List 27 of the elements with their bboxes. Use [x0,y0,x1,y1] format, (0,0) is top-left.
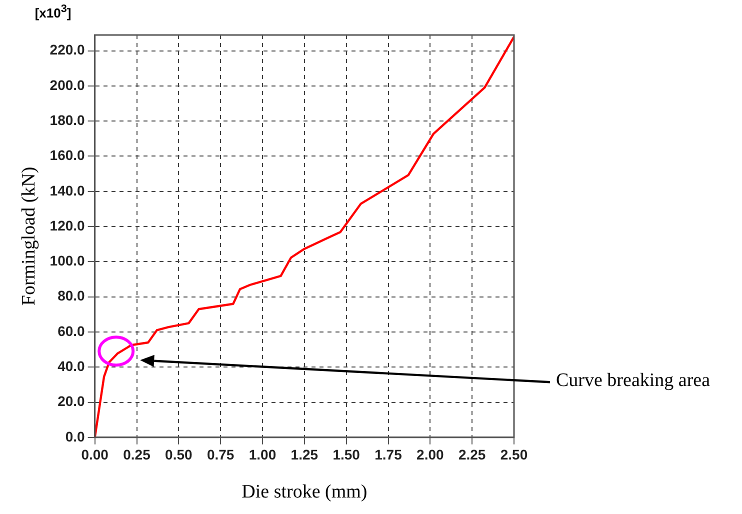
x-tick-label: 1.25 [290,446,318,463]
x-tick-label: 2.00 [416,446,444,463]
y-tick-label: 120.0 [50,217,86,234]
x-tick-label: 1.50 [332,446,360,463]
y-tick-label: 60.0 [58,322,86,339]
y-tick-label: 140.0 [50,182,86,198]
x-tick-label: 0.50 [165,446,193,463]
y-tick-label: 100.0 [50,252,86,269]
x-axis-title: Die stroke (mm) [242,482,368,503]
text: [x10$^{3}$] [34,3,72,20]
x-tick-label: 0.75 [206,446,234,463]
y-tick-label: 80.0 [58,288,86,304]
y-axis-title: Formingload (kN) [18,166,40,306]
y-tick-label: 220.0 [50,42,86,58]
y-tick-label: 200.0 [50,76,86,93]
x-tick-label: 1.75 [374,446,402,463]
y-tick-label: 160.0 [50,147,86,164]
y-tick-label: 0.0 [65,428,86,444]
y-tick-label: 180.0 [50,112,86,128]
y-tick-label: 40.0 [58,358,86,374]
x-tick-label: 0.25 [123,446,151,463]
y-tick-label: 20.0 [58,393,86,410]
x-tick-label: 2.50 [500,446,528,463]
x-tick-label: 0.00 [81,446,109,463]
x-tick-label: 2.25 [458,446,486,463]
text: Curve breaking area [556,370,710,392]
x-tick-label: 1.00 [248,446,276,463]
